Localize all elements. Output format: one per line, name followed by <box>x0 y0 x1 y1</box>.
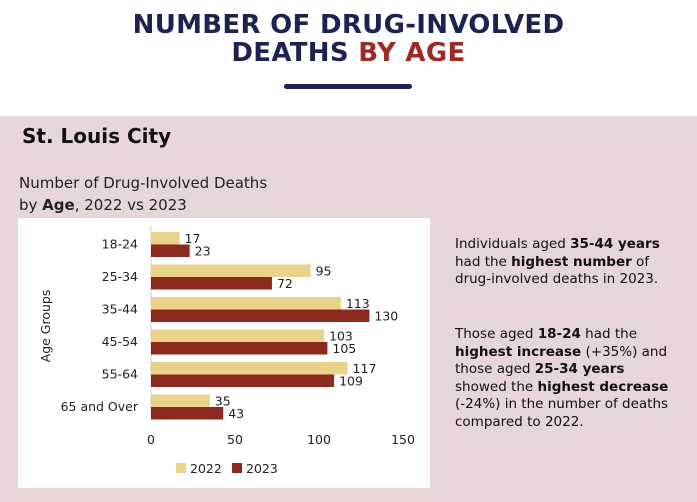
y-axis-title: Age Groups <box>38 290 53 363</box>
insight-paragraph-2: Those aged 18-24 had the highest increas… <box>455 326 670 431</box>
insight-text: had the <box>455 253 512 270</box>
data-label: 103 <box>329 329 353 344</box>
category-label: 55-64 <box>102 367 138 382</box>
insight-text: (-24%) in the number of deaths compared … <box>455 396 669 430</box>
subtitle-prefix: by <box>19 196 43 214</box>
bar-2022-18-24 <box>151 232 180 245</box>
data-label: 117 <box>353 361 377 376</box>
insight-text: showed the <box>455 378 538 395</box>
insight-highlight: 25-34 years <box>534 361 625 377</box>
bar-2022-55-64 <box>151 362 348 375</box>
insight-text: Individuals aged <box>455 236 571 252</box>
data-label: 105 <box>332 341 356 356</box>
insight-paragraph-1: Individuals aged 35-44 years had the hig… <box>455 236 670 289</box>
bar-2023-65 and Over <box>151 407 224 420</box>
data-label: 72 <box>277 276 293 291</box>
data-label: 113 <box>346 296 370 311</box>
insight-highlight: 18-24 <box>537 326 581 342</box>
data-label: 43 <box>228 406 244 421</box>
bar-2023-18-24 <box>151 244 190 257</box>
title-main-text: DEATHS <box>231 38 349 68</box>
x-tick-label: 50 <box>227 432 243 447</box>
x-tick-label: 100 <box>307 432 331 447</box>
chart-subtitle-line-1: Number of Drug-Involved Deaths <box>19 174 268 192</box>
bar-2023-45-54 <box>151 342 328 355</box>
bar-2023-55-64 <box>151 374 335 387</box>
x-tick-label: 0 <box>147 432 155 447</box>
bar-2022-25-34 <box>151 264 311 277</box>
insight-text: had the <box>580 326 638 342</box>
data-label: 95 <box>316 264 332 279</box>
data-label: 109 <box>339 374 363 389</box>
legend-swatch-2022 <box>176 463 186 473</box>
bar-2023-25-34 <box>151 277 272 290</box>
page-title-line-1: NUMBER OF DRUG-INVOLVED <box>132 10 565 40</box>
legend-label: 2023 <box>246 461 278 476</box>
insight-text: (+35%) and those aged <box>455 343 668 378</box>
insight-text: Those aged <box>455 326 538 342</box>
data-label: 23 <box>195 244 211 259</box>
category-label: 18-24 <box>102 237 138 252</box>
title-accent-text: BY AGE <box>358 38 466 68</box>
chart-subtitle-line-2: by Age, 2022 vs 2023 <box>19 196 187 214</box>
bar-2022-45-54 <box>151 329 325 342</box>
category-label: 45-54 <box>102 334 138 349</box>
title-underline-divider <box>284 84 412 89</box>
data-label: 35 <box>215 394 231 409</box>
data-label: 17 <box>185 231 201 246</box>
subtitle-suffix: , 2022 vs 2023 <box>74 196 187 214</box>
x-tick-label: 150 <box>391 432 415 447</box>
chart-container: 18-24 17 23 25-34 95 72 35-44 113 130 45-54 103 105… <box>18 218 430 488</box>
header: NUMBER OF DRUG-INVOLVED DEATHS BY AGE <box>0 0 697 116</box>
page-title-line-2: DEATHS BY AGE <box>0 40 697 67</box>
category-label: 25-34 <box>102 269 138 284</box>
category-label: 35-44 <box>102 302 138 317</box>
subtitle-bold: Age <box>42 196 75 214</box>
insight-highlight: 35-44 years <box>570 236 660 252</box>
insight-highlight: highest increase <box>455 343 582 360</box>
legend-swatch-2023 <box>232 463 242 473</box>
bar-2023-35-44 <box>151 309 370 322</box>
category-label: 65 and Over <box>61 399 139 414</box>
insight-highlight: highest number <box>511 253 632 270</box>
bar-2022-65 and Over <box>151 394 210 407</box>
city-heading: St. Louis City <box>22 124 172 148</box>
legend-label: 2022 <box>190 461 222 476</box>
insight-text: of drug-involved deaths in 2023. <box>455 253 659 288</box>
insight-highlight: highest decrease <box>537 378 669 395</box>
bar-2022-35-44 <box>151 297 341 310</box>
data-label: 130 <box>374 309 398 324</box>
